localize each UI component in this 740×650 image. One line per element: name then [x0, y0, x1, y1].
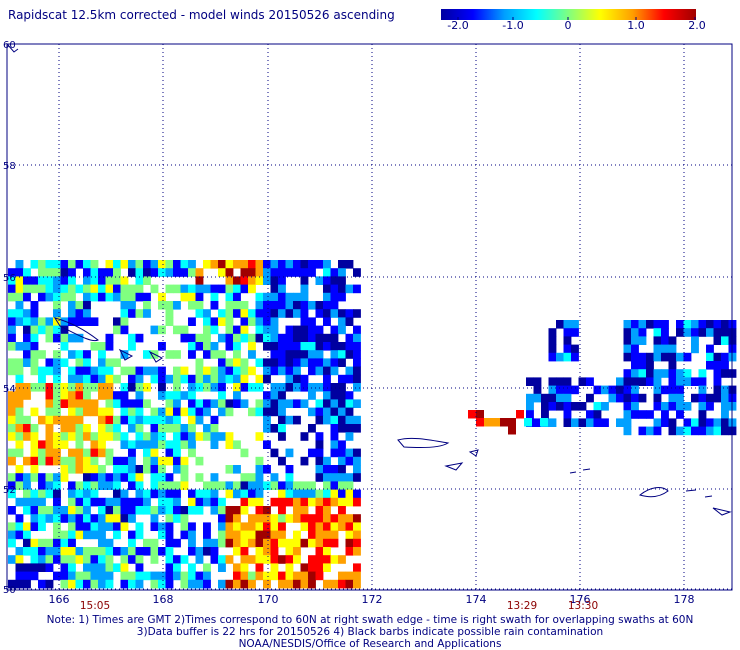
map-title: Rapidscat 12.5km corrected - model winds… [8, 8, 395, 22]
lon-tick-label: 168 [153, 593, 174, 606]
colorbar-tick: -1.0 [502, 19, 524, 32]
note-line-3: NOAA/NESDIS/Office of Research and Appli… [238, 638, 502, 650]
colorbar [441, 9, 696, 20]
wind-cells [8, 260, 737, 589]
lat-tick-label: 50 [3, 585, 16, 596]
axis-labels: 166 168 170 172 174 176 178 60 58 56 54 52 50 [3, 40, 695, 606]
lat-tick-label: 54 [3, 384, 16, 395]
lon-tick-label: 172 [362, 593, 383, 606]
colorbar-tick: 1.0 [627, 19, 645, 32]
lat-tick-label: 60 [3, 40, 16, 51]
lon-tick-label: 166 [49, 593, 70, 606]
lon-tick-label: 174 [466, 593, 487, 606]
coastlines [7, 44, 732, 516]
lon-tick-label: 178 [674, 593, 695, 606]
note-line-2: 3)Data buffer is 22 hrs for 20150526 4) … [136, 626, 604, 638]
colorbar-tick: -2.0 [447, 19, 469, 32]
note-line-1: Note: 1) Times are GMT 2)Times correspon… [46, 614, 694, 626]
lat-tick-label: 56 [3, 273, 16, 284]
lon-tick-label: 170 [258, 593, 279, 606]
time-label: 15:05 [79, 600, 111, 612]
colorbar-tick: 0 [564, 19, 572, 32]
colorbar-tick: 2.0 [688, 19, 706, 32]
time-label: 13:30 [567, 600, 599, 612]
map-frame [6, 43, 733, 591]
time-label: 13:29 [506, 600, 538, 612]
lat-tick-label: 58 [3, 161, 16, 172]
lon-tick-label: 176 [570, 593, 591, 606]
lat-tick-label: 52 [3, 485, 16, 496]
